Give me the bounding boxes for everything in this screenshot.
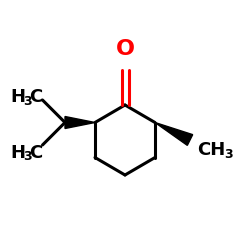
Text: C: C <box>29 88 42 106</box>
Polygon shape <box>65 116 95 128</box>
Text: CH: CH <box>198 141 226 159</box>
Text: 3: 3 <box>23 95 32 108</box>
Text: C: C <box>29 144 42 162</box>
Text: 3: 3 <box>224 148 232 161</box>
Text: H: H <box>10 88 25 106</box>
Text: 3: 3 <box>23 150 32 163</box>
Text: H: H <box>10 144 25 162</box>
Text: O: O <box>116 39 134 59</box>
Polygon shape <box>155 122 193 145</box>
